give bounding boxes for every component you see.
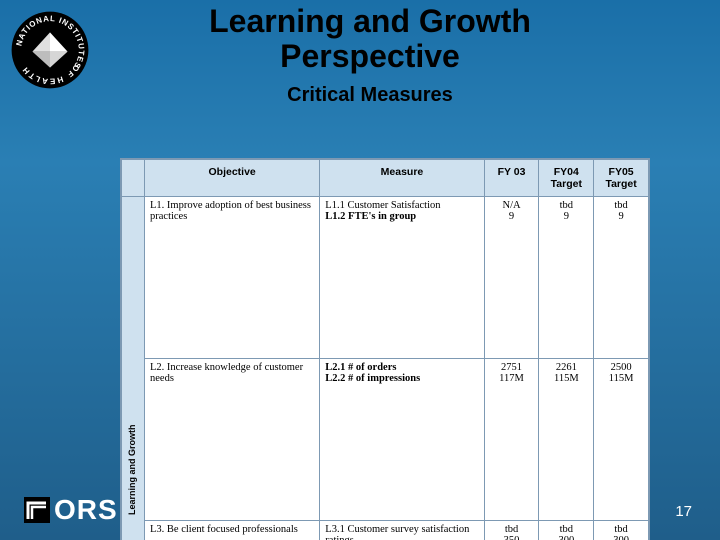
fy03-cell: 2751117M xyxy=(484,358,539,520)
fy05-cell: tbd9 xyxy=(594,197,649,359)
header: NATIONAL INSTITUTES OF HEALTH Learning a… xyxy=(0,0,720,110)
page-number: 17 xyxy=(675,503,692,520)
title-line-1: Learning and Growth xyxy=(100,4,640,39)
measure-cell: L1.1 Customer SatisfactionL1.2 FTE's in … xyxy=(320,197,484,359)
measures-table: Objective Measure FY 03 FY04 Target FY05… xyxy=(120,158,650,540)
side-label: Learning and Growth xyxy=(122,197,145,540)
col-fy05: FY05 Target xyxy=(594,160,649,197)
table-header-row: Objective Measure FY 03 FY04 Target FY05… xyxy=(122,160,649,197)
ors-mark-icon xyxy=(24,497,50,523)
ors-logo: ORS xyxy=(24,494,118,526)
col-measure: Measure xyxy=(320,160,484,197)
table-row: L3. Be client focused professionalsL3.1 … xyxy=(122,520,649,540)
nih-logo: NATIONAL INSTITUTES OF HEALTH xyxy=(10,10,90,90)
fy04-cell: tbd9 xyxy=(539,197,594,359)
objective-cell: L2. Increase knowledge of customer needs xyxy=(145,358,320,520)
table-row: L2. Increase knowledge of customer needs… xyxy=(122,358,649,520)
fy04-cell: 2261115M xyxy=(539,358,594,520)
col-objective: Objective xyxy=(145,160,320,197)
title-line-2: Perspective xyxy=(100,39,640,74)
fy04-cell: tbd300 xyxy=(539,520,594,540)
objective-cell: L3. Be client focused professionals xyxy=(145,520,320,540)
col-fy04: FY04 Target xyxy=(539,160,594,197)
subtitle: Critical Measures xyxy=(100,84,640,107)
col-fy03: FY 03 xyxy=(484,160,539,197)
fy03-cell: tbd350 xyxy=(484,520,539,540)
fy03-cell: N/A9 xyxy=(484,197,539,359)
fy05-cell: 2500115M xyxy=(594,358,649,520)
ors-text: ORS xyxy=(54,494,118,526)
measure-cell: L3.1 Customer survey satisfaction rating… xyxy=(320,520,484,540)
objective-cell: L1. Improve adoption of best business pr… xyxy=(145,197,320,359)
fy05-cell: tbd300 xyxy=(594,520,649,540)
table-row: Learning and GrowthL1. Improve adoption … xyxy=(122,197,649,359)
measure-cell: L2.1 # of ordersL2.2 # of impressions xyxy=(320,358,484,520)
title-block: Learning and Growth Perspective Critical… xyxy=(100,0,640,107)
